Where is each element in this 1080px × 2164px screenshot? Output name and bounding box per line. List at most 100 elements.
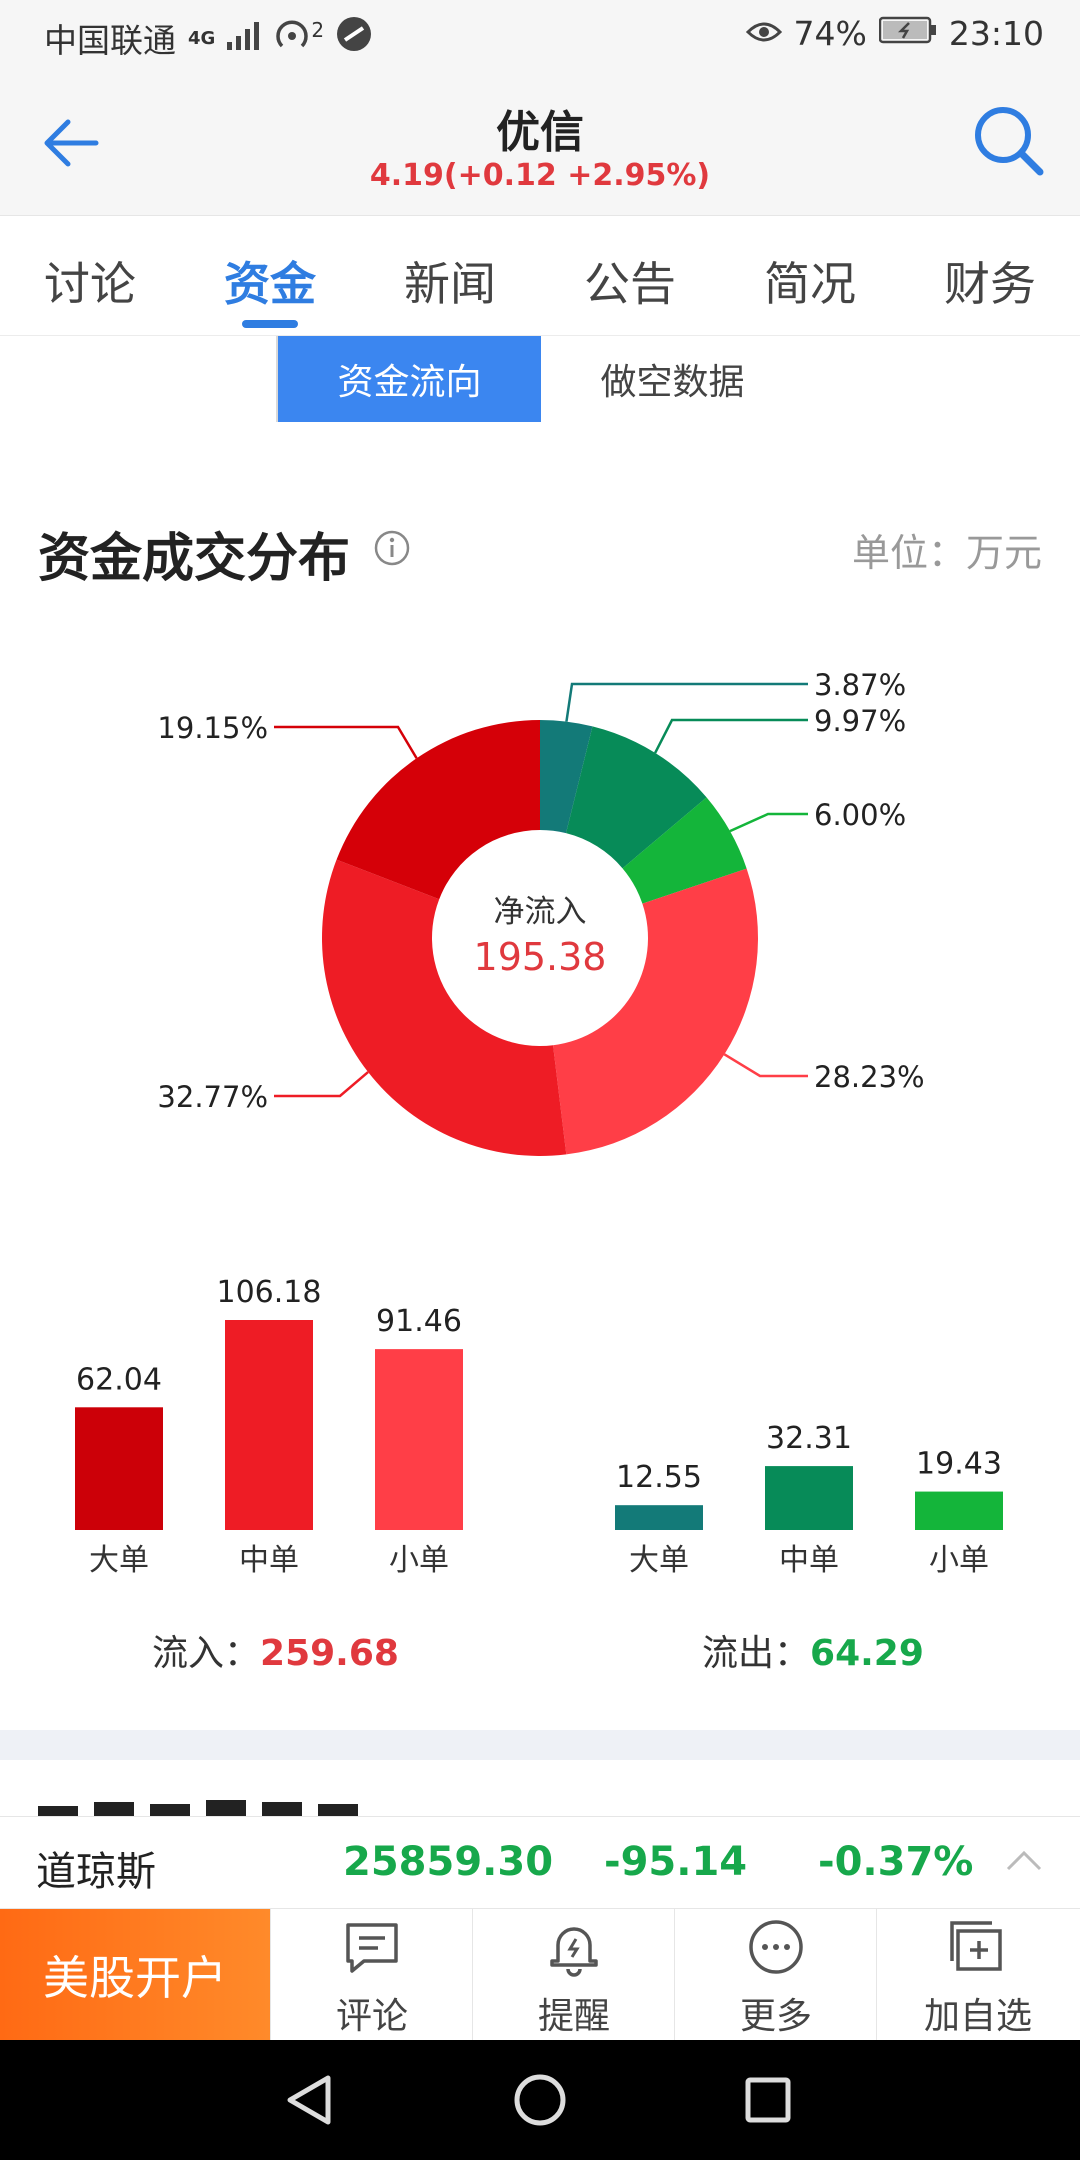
chevron-up-icon[interactable] xyxy=(1004,1845,1044,1875)
system-nav-bar xyxy=(0,2040,1080,2160)
inflow-bar xyxy=(375,1349,463,1530)
active-tab-indicator xyxy=(242,320,298,328)
alert-button[interactable]: 提醒 xyxy=(472,1909,674,2041)
inflow-bar xyxy=(225,1320,313,1530)
nav-home-icon[interactable] xyxy=(514,2074,566,2126)
comment-label: 评论 xyxy=(335,1996,408,2037)
pie-slice xyxy=(540,720,593,834)
bar-category-label: 中单 xyxy=(779,1543,839,1578)
segment-fund-flow[interactable]: 资金流向 xyxy=(278,336,541,422)
slice-label: 32.77% xyxy=(157,1080,268,1114)
slice-callout-line xyxy=(274,725,418,759)
inflow-label: 流入： xyxy=(152,1633,261,1674)
stock-name: 优信 xyxy=(496,107,584,158)
back-button[interactable] xyxy=(36,108,106,178)
battery-icon xyxy=(878,14,937,53)
pie-slice xyxy=(622,797,747,904)
inflow-bar xyxy=(75,1407,163,1530)
hotspot-count: 2 xyxy=(311,18,325,42)
slice-callout-line xyxy=(274,1071,369,1098)
outflow-bar xyxy=(915,1491,1003,1530)
section-divider xyxy=(0,1730,1080,1760)
net-inflow-value: 195.38 xyxy=(474,935,607,979)
search-button[interactable] xyxy=(970,102,1046,178)
unit-label: 单位：万元 xyxy=(851,531,1042,575)
slice-label: 3.87% xyxy=(814,668,906,702)
tab-news[interactable]: 新闻 xyxy=(404,257,496,311)
index-percent: -0.37% xyxy=(818,1839,974,1885)
bar-value-label: 32.31 xyxy=(766,1421,852,1456)
tab-bar: 讨论 资金 新闻 公告 简况 财务 xyxy=(0,216,1080,336)
bar-category-label: 大单 xyxy=(89,1543,149,1578)
bar-value-label: 12.55 xyxy=(616,1460,702,1495)
slice-label: 6.00% xyxy=(814,798,906,832)
tab-discussion[interactable]: 讨论 xyxy=(44,257,136,311)
open-us-account-button[interactable]: 美股开户 xyxy=(0,1909,270,2041)
fund-distribution-chart: 3.87%9.97% 6.00% 28.23% 32.77% 19.15% 净流入 19… xyxy=(75,668,1003,1578)
segment-control: 资金流向 做空数据 xyxy=(276,336,804,422)
carrier-name: 中国联通 xyxy=(44,21,176,60)
index-change: -95.14 xyxy=(604,1839,748,1885)
index-ticker[interactable]: 道琼斯 25859.30 -95.14 -0.37% xyxy=(0,1816,1080,1908)
pie-slice xyxy=(322,859,567,1156)
more-button[interactable]: 更多 xyxy=(674,1909,876,2041)
tab-announcements[interactable]: 公告 xyxy=(584,257,676,311)
add-watchlist-button[interactable]: 加自选 xyxy=(876,1909,1078,2041)
tab-profile[interactable]: 简况 xyxy=(764,257,856,311)
more-icon xyxy=(749,1920,803,1974)
more-label: 更多 xyxy=(739,1996,812,2037)
slice-callout-line xyxy=(654,718,808,754)
add-watchlist-icon xyxy=(950,1921,1002,1971)
info-icon[interactable] xyxy=(374,530,410,566)
bar-category-label: 中单 xyxy=(239,1543,299,1578)
section-title: 资金成交分布 xyxy=(38,529,351,589)
outflow-bar xyxy=(765,1466,853,1530)
nav-recents-icon[interactable] xyxy=(745,2077,791,2123)
pie-slice xyxy=(553,868,758,1155)
battery-percent: 74% xyxy=(793,14,867,53)
net-inflow-label: 净流入 xyxy=(494,894,587,930)
add-watchlist-label: 加自选 xyxy=(923,1996,1032,2037)
stock-quote: 4.19(+0.12 +2.95%) xyxy=(369,158,711,193)
comment-button[interactable]: 评论 xyxy=(270,1909,472,2041)
network-type: 4G xyxy=(188,27,216,49)
bottom-toolbar: 美股开户 评论 提醒 更多 加自选 xyxy=(0,1908,1080,2041)
slice-label: 28.23% xyxy=(814,1060,925,1094)
tab-funds[interactable]: 资金 xyxy=(224,257,316,311)
bar-category-label: 大单 xyxy=(629,1543,689,1578)
status-bar: 中国联通 4G 2 74% 23:10 xyxy=(0,0,1080,72)
slice-callout-line xyxy=(723,1053,808,1078)
outflow-bar xyxy=(615,1505,703,1530)
search-icon xyxy=(975,107,1044,176)
slice-callouts: 3.87%9.97% 6.00% 28.23% 32.77% 19.15% xyxy=(157,668,924,1114)
bar-category-label: 小单 xyxy=(389,1543,449,1578)
clock: 23:10 xyxy=(948,14,1044,53)
bar-chart: 62.04 大单 106.18 中单 91.46 小单 12.55 大单 32.31 中单 19.4… xyxy=(75,1275,1003,1578)
inflow-value: 259.68 xyxy=(260,1633,399,1674)
pie-slice xyxy=(336,719,540,900)
index-value: 25859.30 xyxy=(343,1839,554,1885)
outflow-value: 64.29 xyxy=(810,1633,924,1674)
segment-short-data[interactable]: 做空数据 xyxy=(541,336,804,422)
bar-value-label: 62.04 xyxy=(76,1362,162,1397)
pie-slice xyxy=(566,726,707,869)
alert-label: 提醒 xyxy=(537,1996,610,2037)
tab-financials[interactable]: 财务 xyxy=(944,257,1036,311)
bar-value-label: 106.18 xyxy=(217,1275,322,1310)
outflow-label: 流出： xyxy=(702,1633,811,1674)
signal-icon xyxy=(227,19,263,58)
bell-icon xyxy=(550,1927,598,1977)
arrow-left-icon xyxy=(44,119,99,167)
hotspot-icon xyxy=(275,17,313,59)
inflow-total: 流入：259.68 xyxy=(152,1624,399,1676)
slice-label: 9.97% xyxy=(814,704,906,738)
slice-callout-line xyxy=(565,682,808,722)
app-notification-icon xyxy=(336,16,372,60)
nav-back-icon[interactable] xyxy=(287,2075,331,2125)
bar-category-label: 小单 xyxy=(929,1543,989,1578)
comment-icon xyxy=(346,1923,398,1973)
app-header: 优信 4.19(+0.12 +2.95%) xyxy=(0,72,1080,216)
slice-callout-line xyxy=(729,812,808,833)
outflow-total: 流出：64.29 xyxy=(702,1624,924,1676)
eye-comfort-icon xyxy=(745,14,782,53)
